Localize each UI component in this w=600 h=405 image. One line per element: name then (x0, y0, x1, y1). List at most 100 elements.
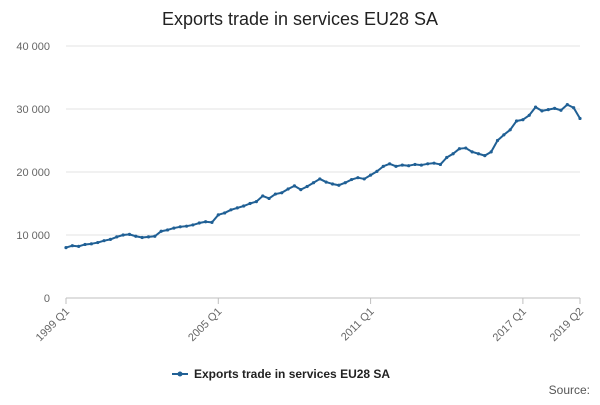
data-point[interactable] (489, 150, 493, 154)
data-point[interactable] (362, 177, 366, 181)
data-point[interactable] (273, 192, 278, 196)
data-point[interactable] (375, 169, 379, 173)
data-point[interactable] (286, 187, 290, 191)
data-point[interactable] (470, 150, 474, 154)
data-point[interactable] (261, 194, 265, 198)
data-point[interactable] (508, 128, 512, 132)
data-point[interactable] (204, 220, 208, 224)
data-point[interactable] (108, 237, 113, 242)
data-point[interactable] (514, 119, 519, 123)
data-point[interactable] (216, 213, 220, 217)
data-point[interactable] (438, 162, 442, 167)
data-point[interactable] (527, 113, 531, 117)
data-point[interactable] (197, 221, 201, 225)
data-point[interactable] (572, 106, 576, 110)
data-point[interactable] (495, 138, 500, 143)
data-point[interactable] (521, 118, 525, 122)
data-point[interactable] (324, 180, 328, 184)
data-point[interactable] (89, 242, 93, 246)
data-point[interactable] (96, 240, 100, 245)
data-point[interactable] (426, 162, 430, 166)
data-point[interactable] (432, 161, 436, 165)
data-point[interactable] (242, 204, 246, 208)
data-point[interactable] (64, 246, 68, 250)
x-tick-label: 1999 Q1 (34, 306, 72, 344)
legend-label: Exports trade in services EU28 SA (194, 367, 390, 381)
data-point[interactable] (184, 224, 189, 228)
data-point[interactable] (280, 191, 284, 195)
data-point[interactable] (210, 220, 214, 224)
data-point[interactable] (178, 225, 182, 229)
chart-title: Exports trade in services EU28 SA (162, 9, 438, 29)
data-point[interactable] (388, 162, 392, 166)
data-point[interactable] (115, 235, 119, 239)
data-point[interactable] (413, 162, 417, 167)
data-point[interactable] (381, 164, 385, 168)
data-point[interactable] (267, 196, 271, 201)
data-point[interactable] (305, 184, 309, 189)
data-point[interactable] (559, 108, 563, 112)
data-point[interactable] (578, 116, 582, 121)
data-point[interactable] (248, 201, 252, 206)
y-axis-ticks: 0 10 000 20 000 30 000 40 000 (16, 41, 50, 305)
data-point[interactable] (356, 176, 360, 180)
data-point[interactable] (368, 173, 373, 177)
data-point[interactable] (83, 242, 87, 247)
x-tick-label: 2019 Q2 (548, 306, 586, 344)
data-point[interactable] (70, 244, 74, 248)
data-point[interactable] (540, 109, 544, 113)
data-point[interactable] (546, 108, 550, 112)
y-tick-label: 40 000 (16, 41, 50, 53)
data-point[interactable] (191, 223, 195, 227)
data-point[interactable] (172, 226, 176, 230)
data-point[interactable] (223, 211, 227, 215)
data-point[interactable] (565, 102, 569, 107)
y-tick-label: 0 (44, 293, 50, 305)
data-point[interactable] (153, 234, 157, 238)
legend: Exports trade in services EU28 SA (172, 367, 390, 381)
legend-marker-swatch (177, 371, 183, 377)
y-tick-label: 30 000 (16, 104, 50, 116)
data-point[interactable] (134, 234, 138, 238)
data-point[interactable] (121, 233, 125, 237)
data-point[interactable] (229, 208, 233, 212)
data-point[interactable] (533, 105, 538, 109)
series-line (65, 103, 581, 249)
data-point[interactable] (299, 188, 303, 192)
data-point[interactable] (311, 181, 316, 185)
data-point[interactable] (337, 183, 341, 187)
gridlines (66, 45, 580, 299)
data-point[interactable] (159, 229, 163, 233)
data-point[interactable] (419, 163, 423, 167)
data-point[interactable] (146, 235, 151, 239)
data-point[interactable] (77, 244, 81, 248)
data-point[interactable] (457, 147, 462, 151)
data-point[interactable] (165, 228, 170, 232)
data-point[interactable] (343, 181, 347, 185)
data-point[interactable] (400, 163, 404, 167)
data-point[interactable] (407, 164, 411, 168)
data-point[interactable] (349, 177, 354, 182)
data-point[interactable] (330, 182, 335, 186)
data-point[interactable] (254, 200, 258, 204)
data-point[interactable] (318, 177, 322, 181)
data-point[interactable] (394, 164, 398, 168)
data-point[interactable] (292, 184, 297, 188)
data-point[interactable] (502, 133, 506, 137)
data-point[interactable] (451, 152, 455, 156)
data-point[interactable] (127, 232, 132, 236)
data-point[interactable] (445, 155, 449, 160)
data-point[interactable] (483, 154, 487, 158)
x-tick-label: 2005 Q1 (186, 306, 224, 344)
source-label: Source: (549, 383, 590, 397)
y-tick-label: 20 000 (16, 167, 50, 179)
data-point[interactable] (102, 239, 106, 243)
data-point[interactable] (235, 206, 239, 210)
data-point[interactable] (553, 106, 557, 110)
x-tick-label: 2011 Q1 (339, 306, 377, 344)
data-point[interactable] (464, 146, 468, 150)
data-point[interactable] (476, 152, 481, 156)
data-point[interactable] (140, 235, 144, 240)
